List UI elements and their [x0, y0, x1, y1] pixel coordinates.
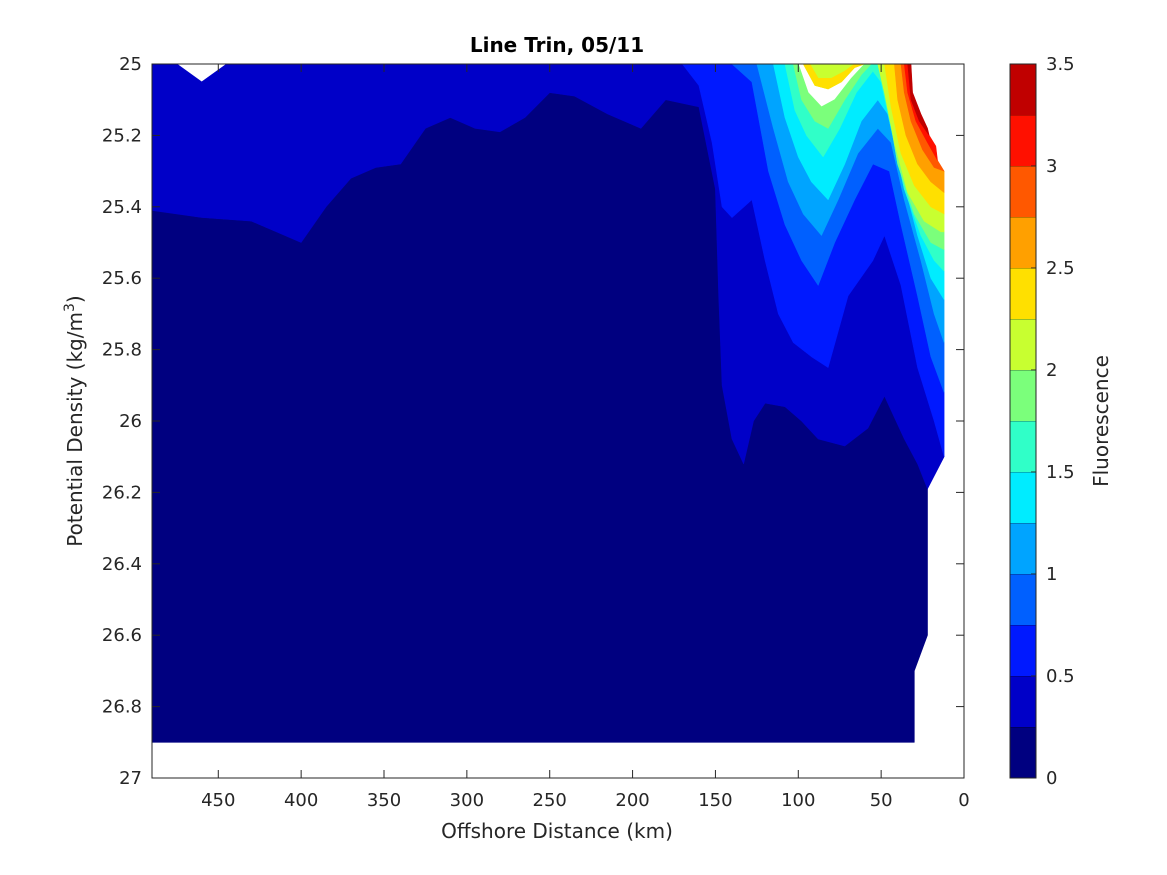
- x-tick-label: 150: [698, 790, 732, 811]
- contour-region-level-7: [792, 63, 945, 250]
- colorbar-segment: [1010, 268, 1036, 319]
- x-axis-ticks: 450 400 350 300 250 200 150 100 50 0: [201, 64, 970, 811]
- x-tick-label: 50: [870, 790, 893, 811]
- contour-region-level-13: [907, 63, 930, 136]
- colorbar-tick-label: 2.5: [1046, 258, 1075, 279]
- chart-title: Line Trin, 05/11: [470, 33, 644, 57]
- y-tick-label: 26.8: [102, 697, 142, 718]
- colorbar-segment: [1010, 421, 1036, 472]
- colorbar-segment: [1010, 319, 1036, 370]
- x-tick-label: 250: [533, 790, 567, 811]
- y-tick-label: 26.4: [102, 554, 142, 575]
- colorbar-tick-label: 3: [1046, 156, 1057, 177]
- x-tick-label: 350: [367, 790, 401, 811]
- colorbar-segment: [1010, 625, 1036, 676]
- colorbar-frame: [1009, 63, 1037, 779]
- y-tick-label: 26: [119, 411, 142, 432]
- y-axis-label-text: Potential Density (kg/m: [63, 312, 87, 547]
- x-tick-label: 100: [781, 790, 815, 811]
- colorbar-tick-label: 0: [1046, 768, 1057, 789]
- colorbar-tick-label: 1.5: [1046, 462, 1075, 483]
- y-tick-label: 25.8: [102, 340, 142, 361]
- y-axis-ticks: 25 25.2 25.4 25.6 25.8 26 26.2 26.4 26.6 26.8 27: [102, 54, 964, 789]
- colorbar-tick-label: 3.5: [1046, 54, 1075, 75]
- contour-regions: [151, 63, 945, 743]
- y-tick-label: 25: [119, 54, 142, 75]
- y-tick-label: 25.4: [102, 197, 142, 218]
- colorbar-segment: [1010, 166, 1036, 217]
- colorbar-label: Fluorescence: [1089, 355, 1113, 487]
- colorbar-segment: [1010, 64, 1036, 115]
- colorbar-segment: [1010, 370, 1036, 421]
- x-tick-label: 300: [450, 790, 484, 811]
- x-tick-label: 200: [615, 790, 649, 811]
- x-tick-label: 450: [201, 790, 235, 811]
- y-tick-label: 25.6: [102, 268, 142, 289]
- colorbar-segment: [1010, 217, 1036, 268]
- colorbar: 0 0.5 1 1.5 2 2.5 3 3.5: [1010, 54, 1075, 789]
- y-tick-label: 27: [119, 768, 142, 789]
- y-axis-label: Potential Density (kg/m3): [62, 295, 87, 546]
- y-tick-label: 26.2: [102, 482, 142, 503]
- colorbar-tick-label: 2: [1046, 360, 1057, 381]
- y-axis-label-suffix: ): [63, 295, 87, 303]
- colorbar-segment: [1010, 574, 1036, 625]
- contour-region-level-9: [802, 63, 865, 90]
- colorbar-segment: [1010, 472, 1036, 523]
- colorbar-segment: [1010, 115, 1036, 166]
- colorbar-segment: [1010, 523, 1036, 574]
- colorbar-tick-label: 1: [1046, 564, 1057, 585]
- x-axis-label: Offshore Distance (km): [441, 819, 673, 843]
- y-tick-label: 25.2: [102, 125, 142, 146]
- x-tick-label: 0: [958, 790, 969, 811]
- y-tick-label: 26.6: [102, 625, 142, 646]
- colorbar-tick-label: 0.5: [1046, 666, 1075, 687]
- colorbar-segment: [1010, 727, 1036, 778]
- x-tick-label: 400: [284, 790, 318, 811]
- y-axis-label-superscript: 3: [62, 303, 78, 312]
- colorbar-segment: [1010, 676, 1036, 727]
